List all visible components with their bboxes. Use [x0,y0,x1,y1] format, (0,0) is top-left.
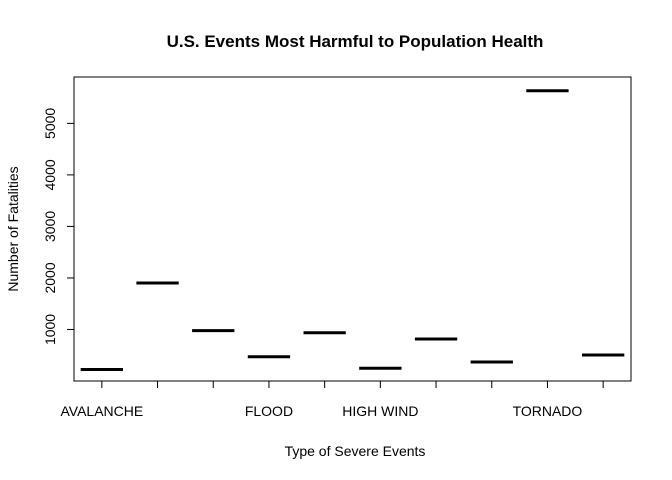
chart-title: U.S. Events Most Harmful to Population H… [167,32,544,51]
y-tick-label: 2000 [42,262,58,293]
x-tick-label: TORNADO [513,403,583,419]
y-tick-label: 3000 [42,211,58,242]
x-tick-label: HIGH WIND [342,403,418,419]
x-axis: AVALANCHE FLOOD HIGH WIND TORNADO [60,380,604,419]
y-axis: 1000 2000 3000 4000 5000 [42,108,75,345]
y-tick-label: 1000 [42,314,58,345]
plot-area [73,76,632,382]
data-marks [80,89,625,371]
y-axis-label: Number of Fatalities [5,166,21,291]
y-tick-label: 5000 [42,108,58,139]
x-tick-label: AVALANCHE [60,403,143,419]
x-axis-label: Type of Severe Events [285,443,426,459]
y-tick-label: 4000 [42,159,58,190]
x-tick-label: FLOOD [245,403,293,419]
